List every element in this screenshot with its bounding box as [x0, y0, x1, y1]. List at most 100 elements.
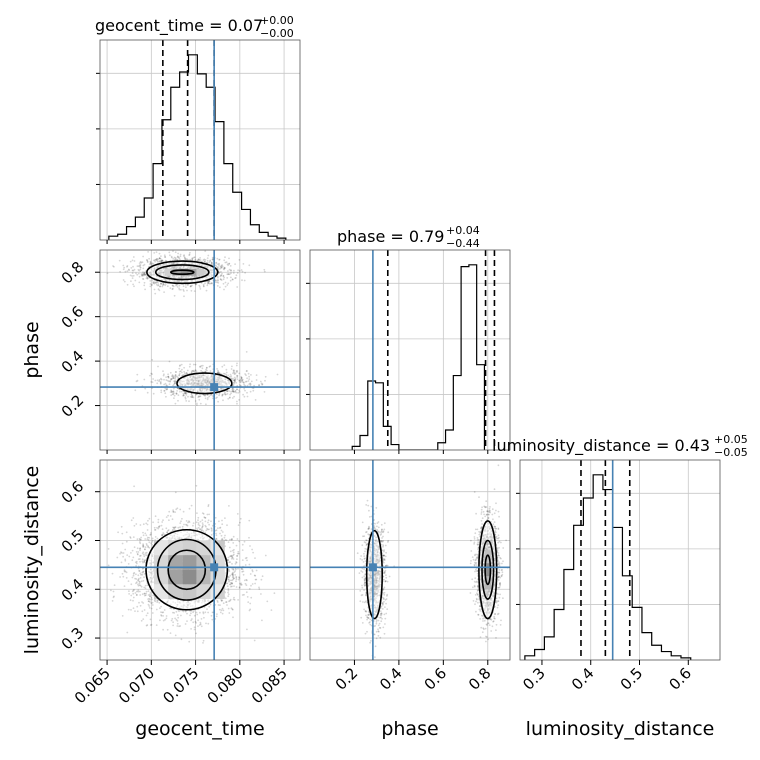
sample-point — [235, 277, 237, 279]
sample-point — [203, 260, 206, 263]
sample-point — [146, 554, 149, 557]
sample-point — [224, 372, 226, 375]
sample-point — [208, 282, 211, 285]
sample-point — [240, 583, 243, 586]
sample-point — [147, 545, 150, 548]
sample-point — [128, 555, 131, 558]
sample-point — [142, 271, 144, 274]
sample-point — [164, 255, 166, 258]
sample-point — [226, 273, 229, 276]
sample-point — [202, 639, 205, 642]
sample-point — [215, 262, 218, 264]
sample-point — [137, 268, 140, 271]
sample-point — [220, 274, 223, 277]
sample-point — [151, 262, 154, 265]
sample-point — [235, 568, 237, 571]
sample-point — [177, 394, 180, 397]
sample-point — [176, 507, 179, 510]
sample-point — [220, 266, 223, 269]
sample-point — [185, 392, 188, 394]
sample-point — [217, 371, 220, 374]
sample-point — [230, 377, 233, 379]
sample-point — [141, 601, 143, 603]
sample-point — [234, 277, 237, 279]
sample-point — [146, 259, 148, 261]
sample-point — [205, 529, 208, 532]
sample-point — [180, 363, 183, 366]
sample-point — [225, 371, 228, 374]
sample-point — [142, 264, 145, 267]
sample-point — [176, 258, 179, 261]
sample-point — [206, 394, 209, 397]
sample-point — [143, 273, 146, 276]
sample-point — [157, 284, 159, 287]
sample-point — [200, 618, 203, 620]
sample-point — [189, 285, 192, 287]
sample-point — [229, 538, 231, 541]
sample-point — [139, 558, 141, 560]
sample-point — [172, 624, 175, 627]
sample-point — [134, 389, 137, 392]
sample-point — [150, 262, 152, 265]
sample-point — [233, 585, 235, 587]
sample-point — [219, 604, 221, 606]
sample-point — [196, 402, 198, 405]
sample-point — [121, 615, 124, 617]
sample-point — [183, 523, 185, 526]
sample-point — [184, 396, 187, 399]
sample-point — [243, 279, 246, 282]
sample-point — [228, 262, 231, 265]
sample-point — [151, 612, 154, 614]
sample-point — [219, 611, 222, 614]
sample-point — [219, 278, 222, 281]
sample-point — [158, 601, 161, 604]
sample-point — [223, 276, 226, 279]
sample-point — [218, 271, 221, 274]
sample-point — [152, 378, 155, 380]
sample-point — [143, 560, 146, 562]
sample-point — [173, 375, 175, 378]
sample-point — [196, 527, 198, 530]
sample-point — [147, 603, 150, 606]
sample-point — [121, 532, 124, 535]
sample-point — [234, 372, 237, 375]
sample-point — [201, 525, 204, 528]
sample-point — [238, 577, 241, 579]
sample-point — [259, 380, 262, 383]
sample-point — [197, 523, 200, 526]
sample-point — [232, 542, 235, 544]
sample-point — [215, 538, 218, 540]
sample-point — [194, 620, 197, 623]
sample-point — [229, 265, 232, 267]
sample-point — [151, 359, 154, 361]
sample-point — [170, 255, 173, 258]
sample-point — [241, 379, 243, 382]
sample-point — [229, 279, 232, 282]
sample-point — [145, 590, 148, 593]
sample-point — [138, 584, 141, 586]
sample-point — [217, 266, 220, 268]
sample-point — [203, 258, 206, 261]
sample-point — [176, 375, 179, 378]
sample-point — [210, 261, 213, 264]
sample-point — [260, 382, 263, 385]
sample-point — [234, 377, 237, 380]
sample-point — [229, 599, 231, 602]
sample-point — [185, 520, 188, 522]
sample-point — [182, 510, 185, 513]
sample-point — [236, 362, 238, 365]
sample-point — [176, 625, 179, 627]
sample-point — [188, 640, 191, 643]
sample-point — [128, 269, 131, 271]
sample-point — [236, 374, 238, 377]
sample-point — [132, 283, 135, 286]
sample-point — [138, 580, 141, 583]
sample-point — [184, 283, 187, 286]
sample-point — [227, 607, 230, 610]
sample-point — [254, 578, 257, 581]
sample-point — [234, 380, 236, 383]
sample-point — [230, 581, 232, 584]
sample-point — [159, 285, 161, 288]
sample-point — [161, 260, 164, 262]
